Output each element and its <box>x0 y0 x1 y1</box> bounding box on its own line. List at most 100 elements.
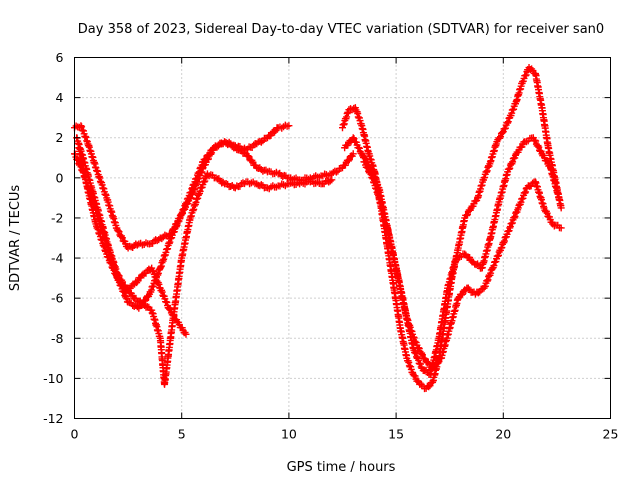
trail-marker <box>332 168 340 176</box>
trail-marker <box>228 143 236 151</box>
x-tick-label: 10 <box>281 427 297 442</box>
series-track-5 <box>339 64 565 393</box>
trail-marker <box>279 173 287 181</box>
trail-marker <box>155 236 163 244</box>
trail-marker <box>141 297 149 305</box>
x-tick-label: 5 <box>178 427 186 442</box>
trail-marker <box>463 212 471 220</box>
trail-marker <box>77 163 85 171</box>
x-tick-label: 0 <box>71 427 79 442</box>
trail-marker <box>411 372 419 380</box>
y-tick-label: -10 <box>43 371 63 386</box>
trail-marker <box>207 150 215 158</box>
trail-marker <box>169 310 177 318</box>
trail-marker <box>257 138 265 146</box>
trail-marker <box>535 143 543 151</box>
trail-marker <box>142 296 150 304</box>
trail-marker <box>257 181 265 189</box>
trail-marker <box>262 166 270 174</box>
data-point <box>328 176 336 184</box>
trail-marker <box>364 164 372 172</box>
y-tick-label: 6 <box>56 50 64 65</box>
trail-marker <box>414 377 422 385</box>
trail-marker <box>326 177 334 185</box>
trail-marker <box>415 344 423 352</box>
trail-marker <box>363 163 371 171</box>
series-track-6 <box>341 134 563 379</box>
data-marks <box>71 64 565 393</box>
x-axis-label: GPS time / hours <box>287 460 396 475</box>
trail-marker <box>213 143 221 151</box>
trail-marker <box>463 211 471 219</box>
trail-marker <box>418 349 426 357</box>
trail-marker <box>244 152 252 160</box>
trail-marker <box>74 156 82 164</box>
data-point <box>285 122 293 130</box>
trail-marker <box>254 165 262 173</box>
data-point <box>349 150 357 158</box>
chart-title: Day 358 of 2023, Sidereal Day-to-day VTE… <box>78 22 604 37</box>
y-tick-label: 0 <box>56 170 64 185</box>
series-track-7 <box>360 158 565 372</box>
trail-marker <box>509 158 517 166</box>
y-tick-label: -4 <box>51 251 64 266</box>
y-tick-label: -6 <box>51 291 64 306</box>
trail-marker <box>115 276 123 284</box>
trail-marker <box>496 134 504 142</box>
trail-marker <box>186 195 194 203</box>
trail-marker <box>506 164 514 172</box>
trail-marker <box>114 275 122 283</box>
trail-marker <box>73 155 81 163</box>
trail-marker <box>345 156 353 164</box>
trail-marker <box>522 71 530 79</box>
trail-marker <box>504 118 512 126</box>
trail-marker <box>350 135 358 143</box>
data-point <box>555 194 563 202</box>
grid <box>74 57 611 419</box>
trail-marker <box>119 282 127 290</box>
trail-marker <box>205 155 212 163</box>
y-tick-label: 2 <box>56 130 64 145</box>
y-tick-label: -8 <box>51 331 64 346</box>
trail-marker <box>178 209 186 217</box>
trail-marker <box>115 228 123 236</box>
trail-marker <box>271 128 279 136</box>
trail-marker <box>434 359 442 367</box>
data-point <box>454 294 462 302</box>
trail-marker <box>421 355 429 363</box>
x-tick-label: 20 <box>495 427 511 442</box>
data-point <box>349 134 357 142</box>
y-axis-label: SDTVAR / TECUs <box>8 185 23 292</box>
x-tick-label: 15 <box>388 427 404 442</box>
trail-marker <box>367 170 375 178</box>
trail-marker <box>504 119 512 127</box>
trail-marker <box>245 153 253 161</box>
series-track-4 <box>71 150 190 338</box>
trail-marker <box>114 227 122 235</box>
trail-marker <box>158 235 166 243</box>
plot-frame <box>74 57 611 419</box>
trail-marker <box>532 137 540 145</box>
y-tick-label: 4 <box>56 90 64 105</box>
trail-marker <box>534 142 542 150</box>
trail-marker <box>250 141 258 149</box>
trail-marker <box>187 194 195 202</box>
trail-marker <box>498 129 506 137</box>
trail-marker <box>497 133 505 141</box>
trail-marker <box>161 231 169 239</box>
trail-marker <box>355 144 363 152</box>
data-point <box>182 330 190 338</box>
trail-marker <box>521 72 529 80</box>
y-tick-label: -2 <box>51 210 63 225</box>
trail-marker <box>239 179 247 187</box>
y-tick-label: -12 <box>43 411 63 426</box>
x-tick-label: 25 <box>603 427 619 442</box>
data-point <box>557 204 565 212</box>
trail-marker <box>344 157 352 165</box>
trail-marker <box>474 289 482 297</box>
data-point <box>557 224 565 232</box>
trail-marker <box>170 312 178 320</box>
trail-marker <box>543 209 551 217</box>
